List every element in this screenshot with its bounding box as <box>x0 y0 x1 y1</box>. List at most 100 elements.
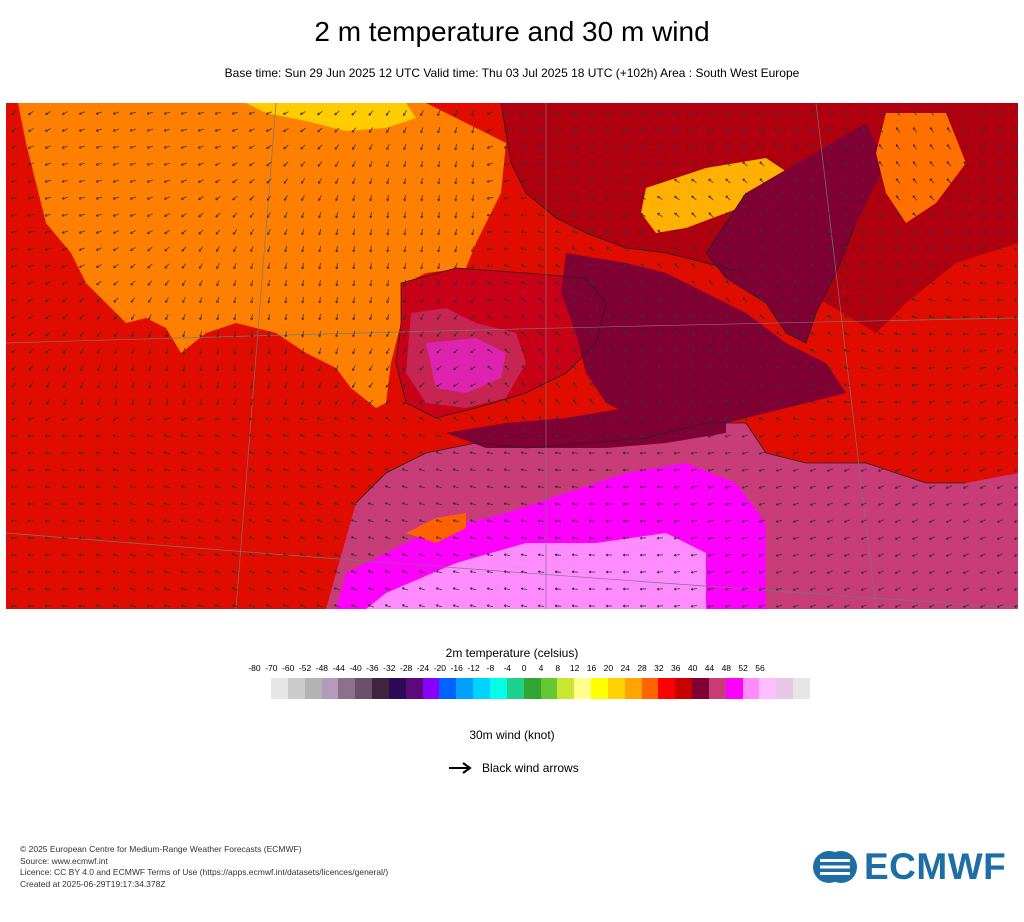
wind-arrow <box>946 195 952 201</box>
wind-arrow <box>640 382 646 388</box>
wind-arrow <box>437 228 441 236</box>
wind-arrow <box>554 247 561 251</box>
wind-arrow <box>215 212 221 218</box>
wind-arrow <box>623 331 629 337</box>
wind-arrow <box>945 570 952 574</box>
wind-arrow <box>605 451 613 455</box>
wind-arrow <box>623 280 629 286</box>
wind-arrow <box>657 229 663 235</box>
wind-arrow <box>588 128 596 132</box>
wind-arrow <box>605 179 613 183</box>
wind-arrow <box>725 331 731 337</box>
wind-arrow <box>386 314 390 321</box>
wind-arrow <box>827 297 833 303</box>
wind-arrow <box>810 161 816 167</box>
wind-arrow <box>878 229 884 235</box>
wind-arrow <box>95 111 102 115</box>
wind-arrow <box>27 298 34 302</box>
wind-arrow <box>860 417 868 421</box>
wind-arrow <box>1013 605 1018 608</box>
wind-arrow <box>554 451 562 455</box>
wind-arrow <box>130 247 136 252</box>
wind-arrow <box>95 230 102 234</box>
wind-arrow <box>979 264 987 268</box>
wind-arrow <box>486 485 494 489</box>
wind-arrow <box>895 195 901 201</box>
wind-arrow <box>725 263 731 269</box>
wind-arrow <box>233 330 237 338</box>
wind-arrow <box>486 281 493 285</box>
wind-arrow <box>911 502 918 506</box>
wind-arrow <box>843 604 850 608</box>
wind-arrow <box>929 178 935 184</box>
wind-arrow <box>894 400 902 404</box>
colorbar-swatch <box>439 678 457 699</box>
wind-arrow <box>10 604 18 608</box>
colorbar-swatch <box>675 678 693 699</box>
wind-arrow <box>350 570 357 574</box>
wind-arrow <box>350 417 357 421</box>
wind-arrow <box>436 348 442 354</box>
wind-arrow <box>1013 401 1018 404</box>
wind-arrow <box>928 383 936 387</box>
wind-arrow <box>299 519 306 523</box>
wind-arrow <box>384 468 391 472</box>
wind-arrow <box>554 553 562 557</box>
wind-arrow <box>911 553 918 557</box>
wind-arrow <box>233 381 237 389</box>
wind-arrow <box>112 434 120 438</box>
wind-arrow <box>810 314 816 320</box>
wind-arrow <box>386 331 390 338</box>
wind-arrow <box>759 178 765 184</box>
wind-arrow <box>691 297 697 303</box>
wind-arrow <box>844 297 850 303</box>
wind-arrow <box>282 417 290 421</box>
wind-arrow <box>521 416 527 422</box>
wind-arrow <box>231 536 238 540</box>
colorbar-swatch <box>506 678 524 699</box>
legend-tick-label: 32 <box>654 663 664 673</box>
colorbar-swatch <box>540 678 558 699</box>
wind-arrow <box>520 281 527 285</box>
wind-arrow <box>741 451 749 455</box>
wind-arrow <box>369 144 373 150</box>
wind-arrow <box>335 262 339 270</box>
wind-arrow <box>588 587 596 591</box>
wind-arrow <box>248 417 256 421</box>
wind-arrow <box>554 434 562 438</box>
wind-arrow <box>742 382 748 388</box>
wind-arrow <box>418 451 425 455</box>
wind-arrow <box>216 398 220 406</box>
wind-arrow <box>537 587 545 591</box>
region-sahara-hottest <box>366 533 706 609</box>
colorbar-swatch <box>658 678 676 699</box>
wind-arrow <box>180 179 187 183</box>
wind-arrow <box>657 263 663 269</box>
wind-arrow <box>657 314 663 320</box>
colorbar-swatch <box>271 678 288 699</box>
wind-arrow <box>708 382 714 388</box>
wind-arrow <box>1013 588 1018 591</box>
wind-arrow <box>197 468 204 472</box>
wind-arrow <box>403 144 407 151</box>
wind-arrow <box>146 128 154 132</box>
wind-arrow <box>96 264 102 268</box>
wind-arrow <box>538 382 544 388</box>
wind-arrow <box>877 502 884 506</box>
wind-arrow <box>962 417 969 421</box>
wind-arrow <box>97 365 101 372</box>
wind-arrow <box>437 110 441 117</box>
wind-arrow <box>537 604 545 608</box>
wind-arrow <box>503 502 511 506</box>
wind-arrow <box>146 196 153 200</box>
wind-arrow <box>232 178 238 184</box>
wind-arrow <box>402 416 408 422</box>
wind-arrow <box>623 297 629 303</box>
wind-arrow <box>165 297 169 303</box>
wind-arrow <box>165 381 169 389</box>
wind-arrow <box>622 553 630 557</box>
wind-arrow <box>318 262 322 270</box>
wind-arrow <box>233 246 237 252</box>
wind-arrow <box>844 144 850 150</box>
wind-arrow <box>691 314 697 320</box>
